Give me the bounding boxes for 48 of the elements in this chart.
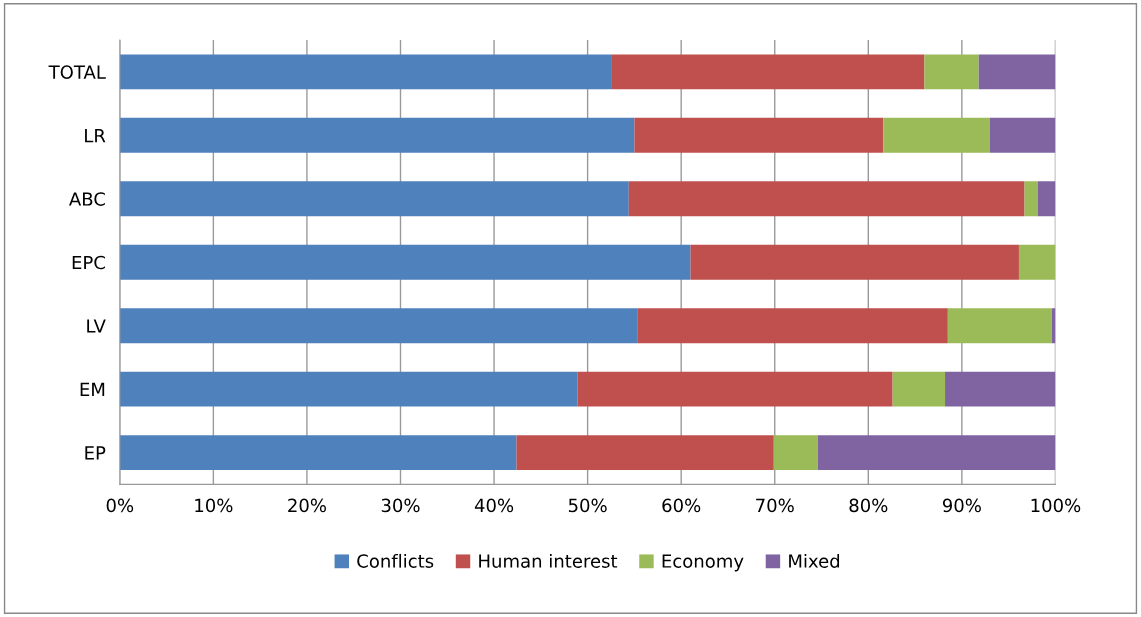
legend-label: Economy: [662, 554, 744, 572]
bar: [947, 308, 1052, 344]
bar: [119, 117, 635, 153]
bar: [690, 244, 1019, 280]
bar: [119, 435, 517, 471]
bar: [773, 435, 818, 471]
x-tick-label: 0%: [106, 498, 134, 513]
bar: [978, 54, 1056, 90]
y-tick-label: EPC: [72, 255, 105, 270]
y-tick-label: EM: [80, 382, 105, 397]
y-tick-label: EP: [85, 446, 106, 460]
bar: [119, 54, 612, 90]
bar: [628, 181, 1025, 217]
bar: [637, 308, 948, 344]
bar: [119, 244, 691, 280]
legend-label: Conflicts: [357, 553, 434, 568]
x-tick-label: 90%: [942, 498, 981, 513]
y-tick-label: ABC: [69, 192, 105, 206]
x-tick-label: 80%: [849, 498, 888, 513]
bar: [119, 308, 638, 344]
bar: [945, 371, 1056, 407]
bar: [119, 181, 629, 217]
x-tick-label: 30%: [381, 498, 420, 513]
legend-label: Human interest: [479, 553, 618, 568]
y-tick-label: TOTAL: [48, 65, 106, 79]
x-tick-label: 70%: [756, 498, 794, 513]
x-tick-label: 40%: [474, 498, 514, 513]
bar: [989, 117, 1056, 153]
legend-label: Mixed: [789, 553, 840, 568]
bar: [1037, 181, 1056, 217]
bar: [611, 54, 925, 90]
bar: [1018, 244, 1056, 280]
x-tick-label: 60%: [662, 498, 701, 513]
y-tick-label: LR: [85, 129, 106, 143]
bar: [516, 435, 774, 471]
x-tick-label: 100%: [1031, 498, 1081, 513]
x-tick-label: 20%: [288, 498, 326, 513]
bar: [577, 371, 893, 407]
x-tick-label: 10%: [195, 498, 233, 513]
y-tick-label: LV: [87, 319, 106, 333]
bar: [119, 371, 578, 407]
bar: [1024, 181, 1038, 217]
bar: [634, 117, 884, 153]
bar: [892, 371, 946, 407]
bar: [883, 117, 990, 153]
bar: [924, 54, 979, 90]
bar: [817, 435, 1056, 471]
x-tick-label: 50%: [568, 498, 607, 513]
